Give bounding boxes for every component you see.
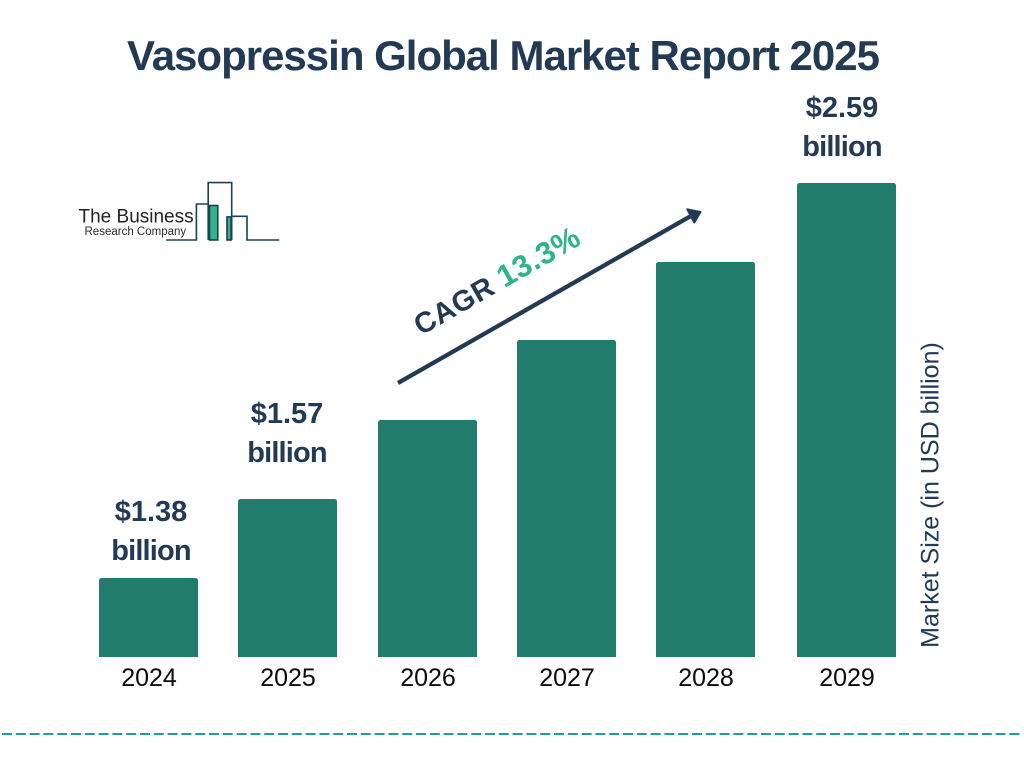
svg-text:The Business: The Business [79,207,194,228]
svg-text:Research Company: Research Company [85,226,187,238]
